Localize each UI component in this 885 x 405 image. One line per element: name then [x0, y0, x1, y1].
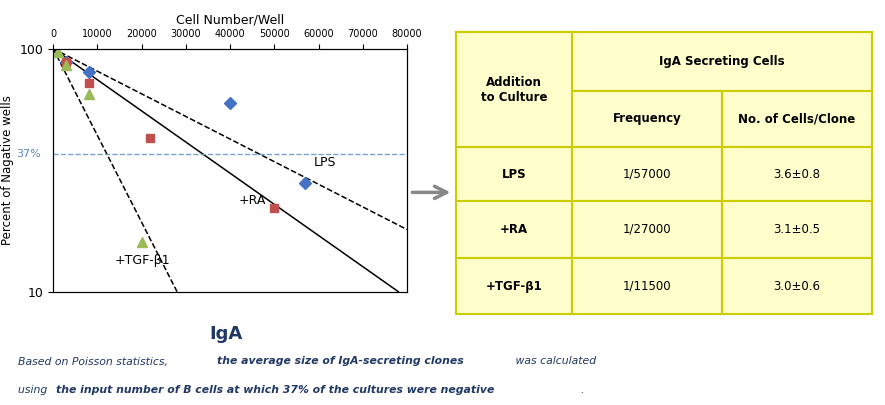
Text: the average size of IgA-secreting clones: the average size of IgA-secreting clones — [217, 356, 464, 367]
Y-axis label: Percent of Nagative wells: Percent of Nagative wells — [1, 95, 14, 245]
Text: Frequency: Frequency — [612, 112, 681, 126]
Text: IgA: IgA — [209, 325, 242, 343]
Bar — [573, 32, 872, 91]
Bar — [456, 147, 573, 201]
X-axis label: Cell Number/Well: Cell Number/Well — [176, 13, 284, 26]
Text: 37%: 37% — [16, 149, 41, 158]
Bar — [456, 32, 573, 147]
Text: IgA Secreting Cells: IgA Secreting Cells — [659, 55, 785, 68]
Text: using: using — [18, 385, 50, 395]
Text: 3.1±0.5: 3.1±0.5 — [773, 223, 820, 236]
Text: 1/11500: 1/11500 — [623, 279, 672, 293]
Bar — [722, 258, 872, 314]
Text: LPS: LPS — [502, 168, 527, 181]
Bar — [722, 201, 872, 258]
Text: was calculated: was calculated — [512, 356, 596, 367]
Bar — [456, 32, 573, 91]
Text: +TGF-β1: +TGF-β1 — [486, 279, 543, 293]
Bar — [456, 201, 573, 258]
Bar — [573, 147, 722, 201]
Bar — [722, 90, 872, 147]
Text: 3.0±0.6: 3.0±0.6 — [773, 279, 820, 293]
Text: .: . — [581, 385, 584, 395]
Text: +TGF-β1: +TGF-β1 — [115, 254, 171, 267]
Text: 1/27000: 1/27000 — [623, 223, 672, 236]
Text: +RA: +RA — [239, 194, 266, 207]
Text: No. of Cells/Clone: No. of Cells/Clone — [738, 112, 856, 126]
Text: LPS: LPS — [314, 156, 336, 168]
Bar — [573, 258, 722, 314]
Bar — [573, 201, 722, 258]
Bar — [722, 147, 872, 201]
Text: 3.6±0.8: 3.6±0.8 — [773, 168, 820, 181]
Text: Based on Poisson statistics,: Based on Poisson statistics, — [18, 356, 171, 367]
Text: the input number of B cells at which 37% of the cultures were negative: the input number of B cells at which 37%… — [56, 385, 494, 395]
Bar — [456, 258, 573, 314]
Text: Addition
to Culture: Addition to Culture — [481, 76, 547, 104]
Bar — [456, 90, 573, 147]
Text: +RA: +RA — [500, 223, 528, 236]
Bar — [573, 90, 722, 147]
Text: 1/57000: 1/57000 — [623, 168, 672, 181]
